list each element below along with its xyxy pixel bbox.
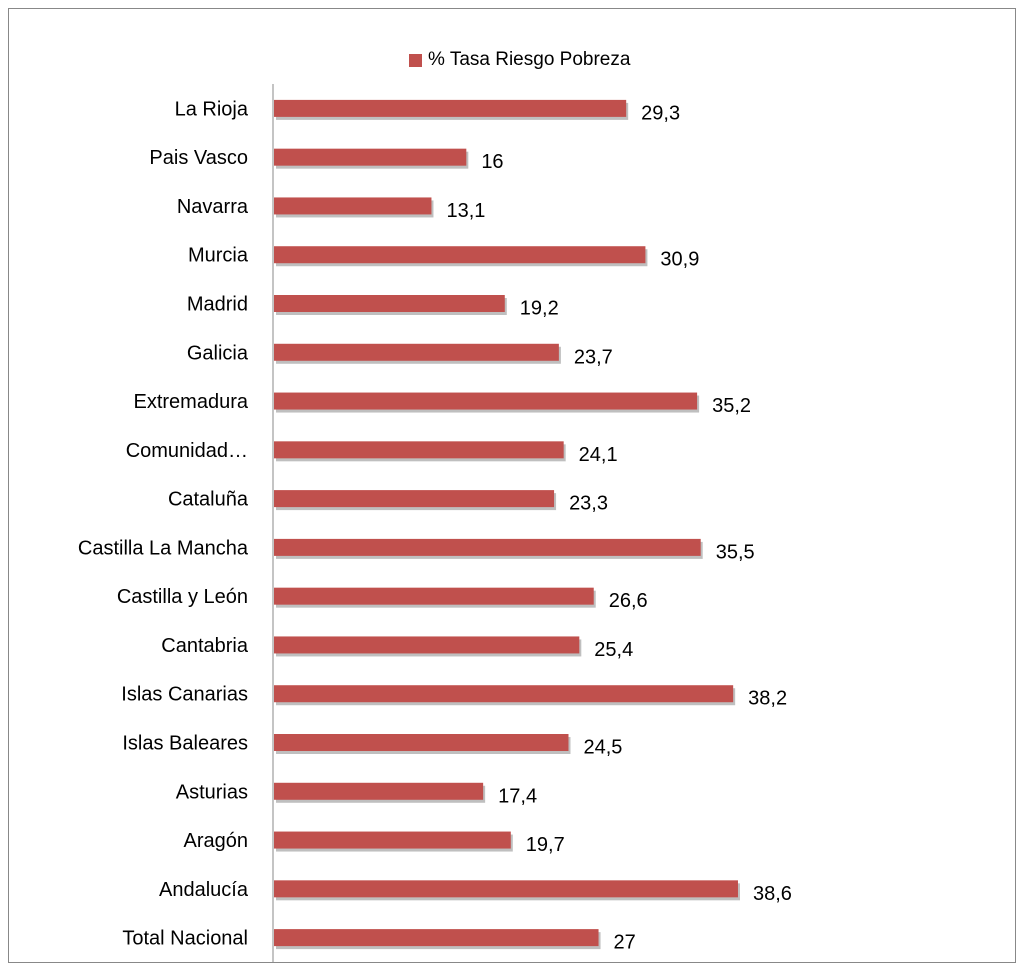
category-label: Murcia xyxy=(188,245,249,267)
bar xyxy=(274,734,569,751)
data-label: 24,5 xyxy=(583,737,622,759)
data-label: 23,7 xyxy=(574,346,613,368)
bar xyxy=(274,343,559,361)
data-label: 13,1 xyxy=(446,200,485,222)
category-label: Cantabria xyxy=(161,635,249,657)
bar xyxy=(274,538,701,556)
category-label: Aragón xyxy=(184,830,249,852)
bar xyxy=(274,246,646,264)
data-label: 35,5 xyxy=(716,541,755,563)
bar xyxy=(274,392,698,410)
bar xyxy=(274,148,467,166)
category-label: Extremadura xyxy=(134,391,249,413)
data-label: 30,9 xyxy=(660,249,699,271)
data-label: 23,3 xyxy=(569,493,608,515)
category-label: Navarra xyxy=(177,196,249,218)
category-label: Comunidad… xyxy=(126,440,248,462)
bar xyxy=(274,441,564,459)
data-label: 19,2 xyxy=(520,298,559,320)
data-label: 17,4 xyxy=(498,785,537,807)
data-label: 38,2 xyxy=(748,688,787,710)
category-label: Castilla y León xyxy=(117,586,248,608)
legend-label: % Tasa Riesgo Pobreza xyxy=(428,49,631,70)
bar xyxy=(274,636,580,654)
legend: % Tasa Riesgo Pobreza xyxy=(409,49,630,71)
category-label: Asturias xyxy=(176,781,248,803)
category-label: Total Nacional xyxy=(122,928,248,950)
data-label: 38,6 xyxy=(753,883,792,905)
category-label: Madrid xyxy=(187,294,248,316)
data-label: 24,1 xyxy=(579,444,618,466)
bar xyxy=(274,929,599,947)
category-label: Islas Baleares xyxy=(122,733,248,755)
bar xyxy=(274,490,555,508)
data-label: 35,2 xyxy=(712,395,751,417)
data-label: 16 xyxy=(481,151,503,173)
chart-area: % Tasa Riesgo Pobreza xyxy=(8,8,1016,963)
category-label: Pais Vasco xyxy=(149,147,248,169)
category-label: Galicia xyxy=(187,342,249,364)
data-label: 27 xyxy=(614,932,636,954)
category-label: Islas Canarias xyxy=(121,684,248,706)
bar xyxy=(274,831,511,849)
bar xyxy=(274,587,594,605)
bar xyxy=(274,197,432,215)
data-label: 25,4 xyxy=(594,639,633,661)
data-label: 19,7 xyxy=(526,834,565,856)
bar xyxy=(274,99,627,117)
bar xyxy=(274,782,484,800)
category-label: Cataluña xyxy=(168,489,249,511)
bar xyxy=(274,880,738,898)
data-label: 26,6 xyxy=(609,590,648,612)
category-label: La Rioja xyxy=(175,98,249,120)
bar xyxy=(274,685,734,703)
data-label: 29,3 xyxy=(641,102,680,124)
legend-swatch xyxy=(409,53,422,67)
bar xyxy=(274,295,505,312)
category-label: Castilla La Mancha xyxy=(78,537,249,559)
category-label: Andalucía xyxy=(159,879,249,901)
